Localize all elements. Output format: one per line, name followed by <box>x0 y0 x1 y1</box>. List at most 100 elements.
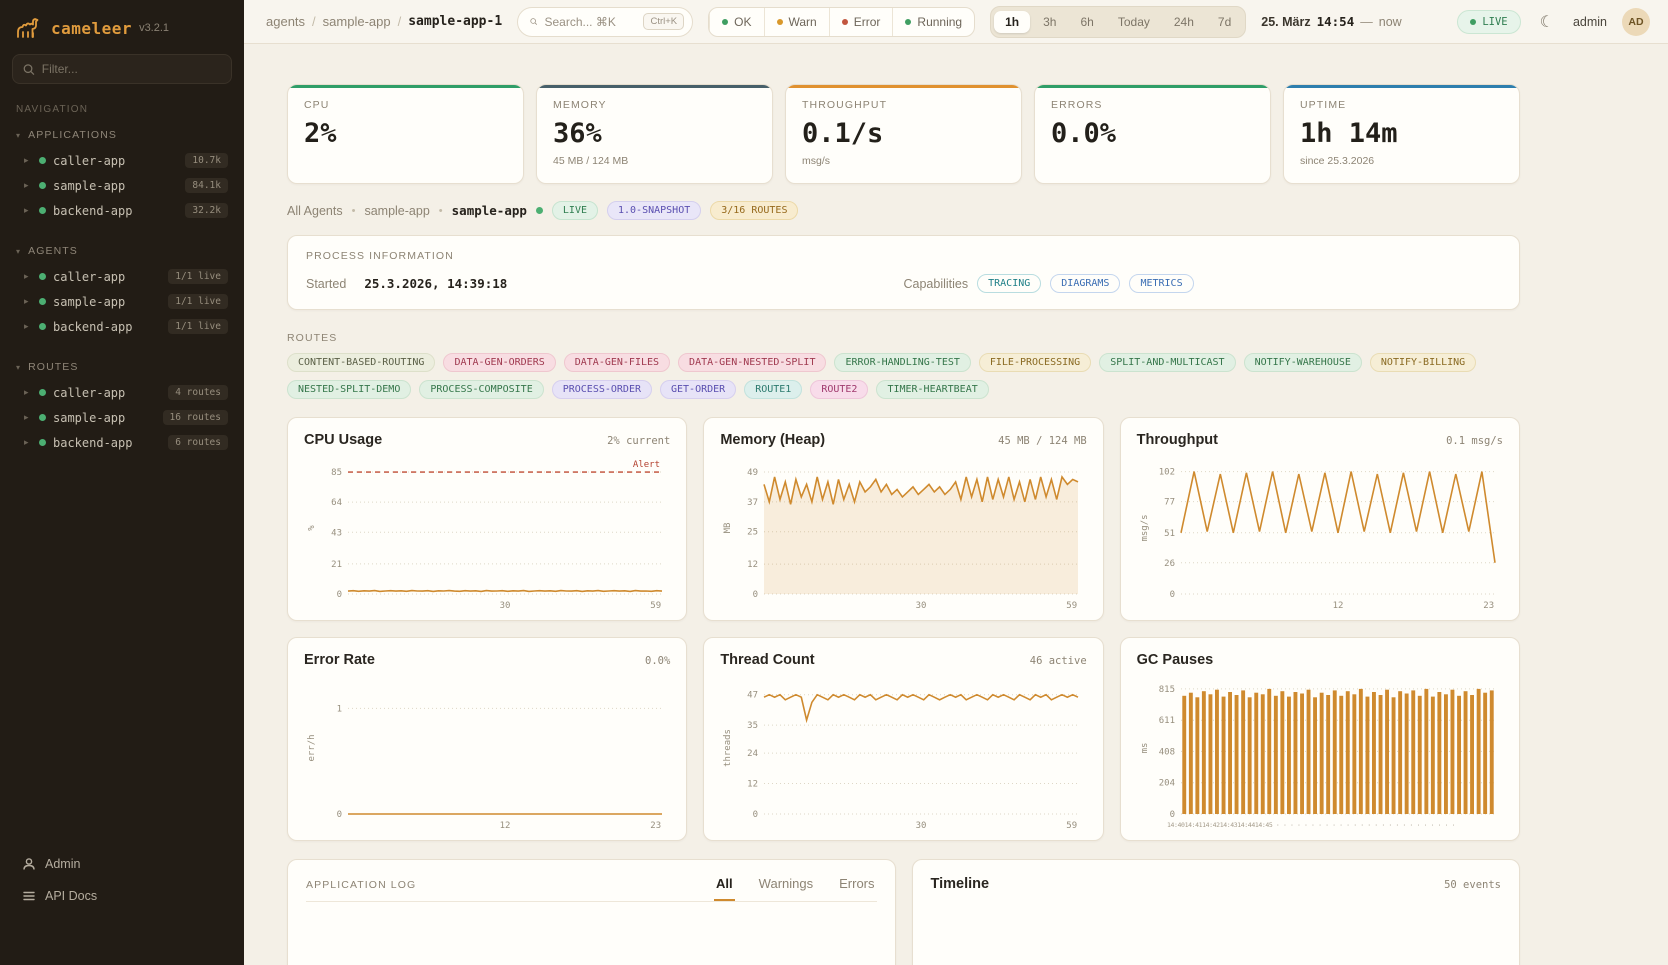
sidebar-item-application[interactable]: ▸ sample-app 84.1k <box>12 173 232 198</box>
route-badge[interactable]: DATA-GEN-ORDERS <box>443 353 556 372</box>
breadcrumb-current: sample-app-1 <box>408 14 503 29</box>
capability-badge[interactable]: DIAGRAMS <box>1050 274 1121 293</box>
route-badge[interactable]: SPLIT-AND-MULTICAST <box>1099 353 1236 372</box>
status-filter-button[interactable]: Error <box>828 7 893 36</box>
agent-badge[interactable]: LIVE <box>551 201 598 220</box>
svg-text:35: 35 <box>747 721 758 731</box>
section-header-applications[interactable]: ▾ APPLICATIONS <box>12 125 232 148</box>
started-label: Started <box>306 276 347 291</box>
route-badge[interactable]: NOTIFY-BILLING <box>1369 353 1477 372</box>
svg-text:49: 49 <box>747 468 758 478</box>
time-range-button[interactable]: 24h <box>1163 11 1205 33</box>
breadcrumb-agents[interactable]: agents <box>266 14 306 29</box>
dark-mode-toggle[interactable]: ☾ <box>1536 8 1558 36</box>
breadcrumb-sample-app[interactable]: sample-app <box>322 14 391 29</box>
sidebar-item-agent[interactable]: ▸ sample-app 1/1 live <box>12 289 232 314</box>
log-tab[interactable]: Errors <box>837 876 876 901</box>
svg-text:12: 12 <box>1332 601 1343 611</box>
admin-link[interactable]: Admin <box>16 851 228 877</box>
sidebar-item-application[interactable]: ▸ caller-app 10.7k <box>12 148 232 173</box>
search-icon <box>23 63 35 75</box>
sidebar-item-agent[interactable]: ▸ backend-app 1/1 live <box>12 314 232 339</box>
application-log-title: APPLICATION LOG <box>306 879 417 891</box>
stat-accent-bar <box>1035 85 1270 88</box>
sidebar-section-routes: ▾ ROUTES ▸ caller-app 4 routes ▸ s <box>12 357 232 455</box>
svg-text:MB: MB <box>723 523 733 534</box>
chevron-right-icon: ▸ <box>24 412 29 422</box>
live-count-badge: 1/1 live <box>168 294 228 309</box>
route-badge[interactable]: ERROR-HANDLING-TEST <box>834 353 971 372</box>
chart-card: Error Rate 0.0% err/h 1 0 12 23 <box>287 637 688 841</box>
global-search[interactable]: Ctrl+K <box>517 6 694 37</box>
stat-subtext: 45 MB / 124 MB <box>553 155 629 167</box>
svg-text:Alert: Alert <box>633 460 660 470</box>
route-badge[interactable]: ROUTE2 <box>810 380 869 399</box>
status-dot <box>39 323 46 330</box>
svg-text:23: 23 <box>650 821 661 831</box>
section-header-routes[interactable]: ▾ ROUTES <box>12 357 232 380</box>
route-badge[interactable]: ROUTE1 <box>744 380 803 399</box>
time-range-button[interactable]: 7d <box>1207 11 1242 33</box>
section-header-agents[interactable]: ▾ AGENTS <box>12 241 232 264</box>
time-range-button[interactable]: 1h <box>994 10 1031 33</box>
status-filter-button[interactable]: OK <box>709 7 763 36</box>
avatar[interactable]: AD <box>1622 7 1650 36</box>
route-badge[interactable]: DATA-GEN-NESTED-SPLIT <box>678 353 827 372</box>
chart-card: Thread Count 46 active threads 47 35 24 12 0 3… <box>703 637 1104 841</box>
agent-badge[interactable]: 3/16 ROUTES <box>710 201 799 220</box>
api-docs-link[interactable]: API Docs <box>16 883 228 909</box>
app-link[interactable]: sample-app <box>364 203 430 218</box>
chart-canvas: MB 49 37 25 12 0 30 59 <box>720 452 1086 612</box>
status-dot <box>39 207 46 214</box>
log-tab[interactable]: All <box>714 876 735 901</box>
sidebar-item-route[interactable]: ▸ sample-app 16 routes <box>12 405 232 430</box>
sidebar-item-route[interactable]: ▸ caller-app 4 routes <box>12 380 232 405</box>
route-badge[interactable]: TIMER-HEARTBEAT <box>876 380 989 399</box>
chevron-right-icon: ▸ <box>24 437 29 447</box>
date-range-picker[interactable]: 25. März 14:54 — now <box>1261 14 1402 29</box>
sidebar-filter-input[interactable] <box>41 62 221 76</box>
capability-badge[interactable]: TRACING <box>977 274 1042 293</box>
sidebar-item-agent[interactable]: ▸ caller-app 1/1 live <box>12 264 232 289</box>
sidebar-item-route[interactable]: ▸ backend-app 6 routes <box>12 430 232 455</box>
route-badge[interactable]: FILE-PROCESSING <box>978 353 1092 372</box>
time-range-button[interactable]: Today <box>1107 11 1161 33</box>
route-badge[interactable]: NESTED-SPLIT-DEMO <box>287 380 412 399</box>
time-range-button[interactable]: 3h <box>1032 11 1067 33</box>
capability-badge[interactable]: METRICS <box>1129 274 1194 293</box>
topbar: agents / sample-app / sample-app-1 Ctrl+… <box>244 0 1668 44</box>
stat-subtext: since 25.3.2026 <box>1300 155 1375 167</box>
route-badge[interactable]: PROCESS-ORDER <box>551 380 652 399</box>
live-count-badge: 1/1 live <box>168 269 228 284</box>
stat-card: THROUGHPUT 0.1/s msg/s <box>785 84 1022 184</box>
log-tab[interactable]: Warnings <box>757 876 815 901</box>
all-agents-link[interactable]: All Agents <box>287 203 343 218</box>
routes-count-badge: 4 routes <box>168 385 228 400</box>
route-badge[interactable]: CONTENT-BASED-ROUTING <box>287 353 436 372</box>
count-badge: 10.7k <box>185 153 228 168</box>
search-input[interactable] <box>544 14 637 29</box>
stat-label: THROUGHPUT <box>802 99 888 111</box>
route-badge[interactable]: PROCESS-COMPOSITE <box>419 380 544 399</box>
agent-badge[interactable]: 1.0-SNAPSHOT <box>607 201 702 220</box>
status-filter-button[interactable]: Warn <box>763 7 829 36</box>
route-badge[interactable]: GET-ORDER <box>660 380 737 399</box>
routes-count-badge: 16 routes <box>162 410 228 425</box>
svg-text:30: 30 <box>916 821 927 831</box>
main-area: agents / sample-app / sample-app-1 Ctrl+… <box>244 0 1668 965</box>
sidebar-filter[interactable] <box>12 54 232 84</box>
svg-text:77: 77 <box>1164 498 1175 508</box>
chevron-right-icon: ▸ <box>24 271 29 281</box>
route-badge[interactable]: NOTIFY-WAREHOUSE <box>1243 353 1362 372</box>
chart-title: Throughput <box>1136 432 1218 448</box>
time-range-button[interactable]: 6h <box>1069 11 1104 33</box>
status-filter-button[interactable]: Running <box>892 7 974 36</box>
live-indicator[interactable]: LIVE <box>1457 9 1521 34</box>
svg-text:59: 59 <box>1067 821 1078 831</box>
route-badge[interactable]: DATA-GEN-FILES <box>563 353 671 372</box>
sidebar-item-application[interactable]: ▸ backend-app 32.2k <box>12 198 232 223</box>
breadcrumb: agents / sample-app / sample-app-1 <box>266 14 503 29</box>
stat-value: 0.0% <box>1051 118 1117 149</box>
svg-text:0: 0 <box>1169 810 1174 820</box>
current-agent: sample-app <box>451 203 527 218</box>
